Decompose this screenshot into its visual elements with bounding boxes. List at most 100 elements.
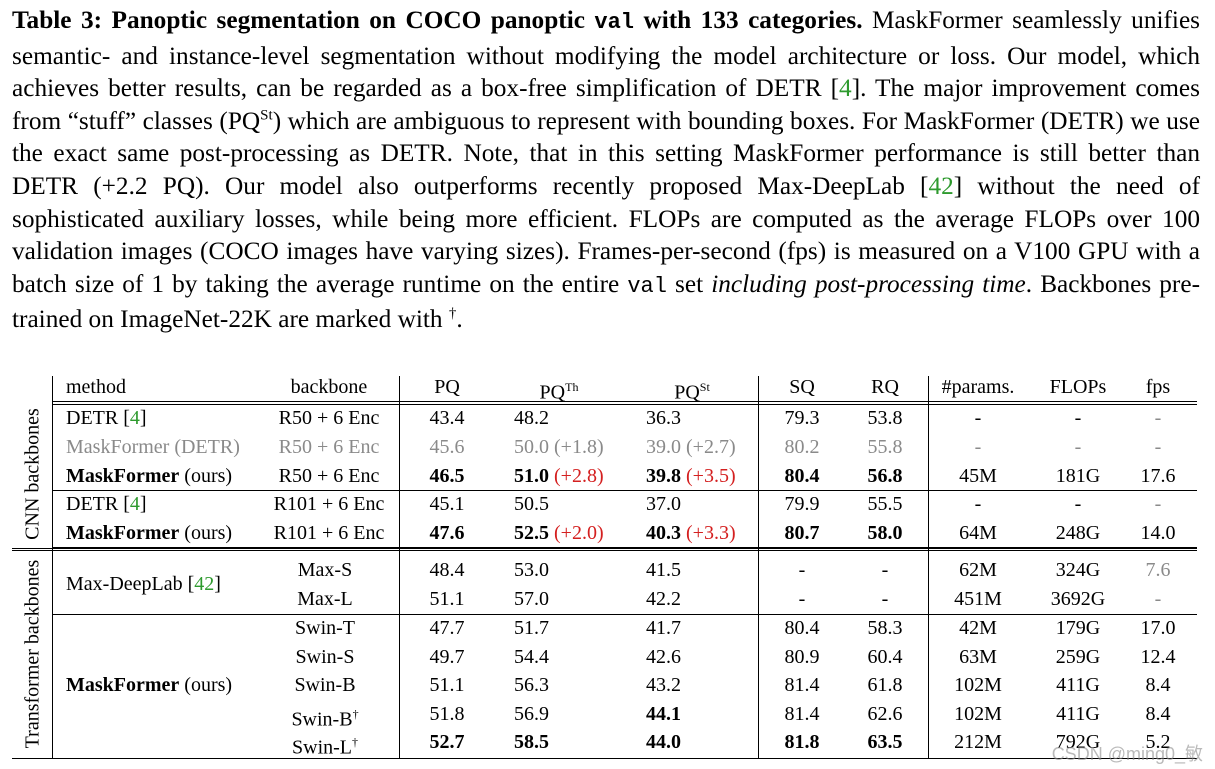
column-header-pqth: PQTh [539, 380, 579, 404]
cell-text: 212M [954, 731, 1002, 753]
pqst-cell: 42.6 [646, 645, 681, 669]
params-cell: 451M [954, 587, 1002, 611]
cell-text: - [881, 588, 889, 610]
cell-text: 12.4 [1140, 646, 1176, 668]
sq-cell: 80.4 [785, 616, 820, 640]
cell-text: 47.6 [429, 522, 465, 544]
cell-text: 411G [1056, 674, 1100, 696]
cell-text: 17.6 [1140, 465, 1176, 487]
sq-cell: 80.4 [785, 464, 820, 488]
backbone-cell: R50 + 6 Enc [279, 435, 380, 459]
params-cell: 42M [959, 616, 997, 640]
pqst-cell: 40.3 (+3.3) [646, 521, 736, 545]
pq-cell: 51.1 [430, 673, 465, 697]
cell-text: R50 + 6 Enc [278, 465, 380, 487]
sq-cell: 80.9 [785, 645, 820, 669]
params-cell: - [975, 492, 982, 516]
cell-text: 51.7 [514, 617, 549, 639]
cell-text: Swin-B [294, 674, 356, 696]
rule-line [12, 548, 1197, 549]
cell-text: Max-L [297, 588, 353, 610]
rq-cell: - [882, 587, 889, 611]
cell-text: 48.4 [429, 559, 465, 581]
pqth-cell: 50.5 [514, 492, 549, 516]
cell-text: ] [139, 407, 147, 429]
cell-text: 181G [1055, 465, 1101, 487]
method-cell: MaskFormer (ours) [66, 464, 232, 488]
cell-text: 58.0 [867, 522, 903, 544]
cell-text: 248G [1055, 522, 1101, 544]
cell-text: PQ [539, 381, 566, 404]
sq-cell: 80.7 [785, 521, 820, 545]
cell-text: 36.3 [646, 407, 681, 429]
cell-text: 37.0 [646, 493, 681, 515]
citation-link[interactable]: 42 [928, 171, 954, 200]
cell-text: 324G [1055, 559, 1101, 581]
pqst-cell: 36.3 [646, 406, 681, 430]
pqth-cell: 51.0 (+2.8) [514, 464, 604, 488]
delta-value: (+3.3) [681, 522, 736, 544]
pqst-cell: 44.0 [646, 730, 681, 754]
watermark: CSDN @ming0_敏 [1051, 744, 1203, 764]
flops-cell: - [1075, 435, 1082, 459]
column-header-params: #params. [941, 376, 1015, 398]
sq-cell: 80.2 [785, 435, 820, 459]
pq-cell: 51.8 [430, 702, 465, 726]
cell-text: 41.5 [646, 559, 681, 581]
pqst-cell: 37.0 [646, 492, 681, 516]
sq-cell: 79.3 [785, 406, 820, 430]
cell-text: 63M [959, 646, 997, 668]
pqst-cell: 42.2 [646, 587, 681, 611]
delta-value: (+3.5) [681, 465, 736, 487]
cell-text: 8.4 [1145, 703, 1171, 725]
params-cell: - [975, 435, 982, 459]
citation-link: 42 [194, 573, 215, 595]
rule-line [52, 614, 1197, 615]
pqst-cell: 43.2 [646, 673, 681, 697]
delta-value: (+2.0) [549, 522, 604, 544]
caption-label: Table 3: [12, 6, 103, 34]
pq-cell: 47.6 [430, 521, 465, 545]
cell-text: 80.9 [784, 646, 820, 668]
fps-cell: 14.0 [1141, 521, 1176, 545]
pqst-cell: 41.5 [646, 558, 681, 582]
flops-cell: 181G [1056, 464, 1100, 488]
cell-text: (ours) [179, 674, 233, 696]
cell-text: (ours) [179, 465, 233, 487]
cell-text: 39.8 [646, 465, 681, 487]
fps-cell: 17.0 [1141, 616, 1176, 640]
cell-text: 79.9 [784, 493, 820, 515]
cell-text: 8.4 [1145, 674, 1171, 696]
column-divider [52, 376, 53, 758]
flops-cell: - [1075, 406, 1082, 430]
params-cell: 63M [959, 645, 997, 669]
pqth-cell: 52.5 (+2.0) [514, 521, 604, 545]
cell-text: 58.5 [514, 731, 549, 753]
cell-text: 56.3 [514, 674, 549, 696]
cell-text: - [798, 559, 806, 581]
sq-cell: - [799, 558, 806, 582]
cell-text: 17.0 [1140, 617, 1176, 639]
cell-text: 48.2 [514, 407, 549, 429]
cell-text: Swin-T [295, 617, 355, 639]
backbone-cell: R101 + 6 Enc [274, 521, 385, 545]
cell-text: R101 + 6 Enc [273, 493, 385, 515]
backbone-cell: Swin-S [296, 645, 355, 669]
cell-text: 80.2 [784, 436, 820, 458]
pqth-cell: 57.0 [514, 587, 549, 611]
rq-cell: 63.5 [868, 730, 903, 754]
cell-text: 51.1 [429, 674, 465, 696]
rq-cell: - [882, 558, 889, 582]
cell-text: 53.0 [514, 559, 549, 581]
citation-link[interactable]: 4 [839, 74, 852, 103]
cell-text: - [1074, 493, 1082, 515]
cell-text: 58.3 [867, 617, 903, 639]
cell-text: 102M [954, 674, 1002, 696]
method-cell: Max-DeepLab [42] [66, 572, 221, 596]
citation-link: 4 [129, 407, 140, 429]
method-cell: MaskFormer (ours) [66, 521, 232, 545]
cell-text: 50.0 [514, 436, 549, 458]
column-header-backbone: backbone [290, 376, 368, 398]
cell-text: R50 + 6 Enc [278, 407, 380, 429]
delta-value: (+2.8) [549, 465, 604, 487]
